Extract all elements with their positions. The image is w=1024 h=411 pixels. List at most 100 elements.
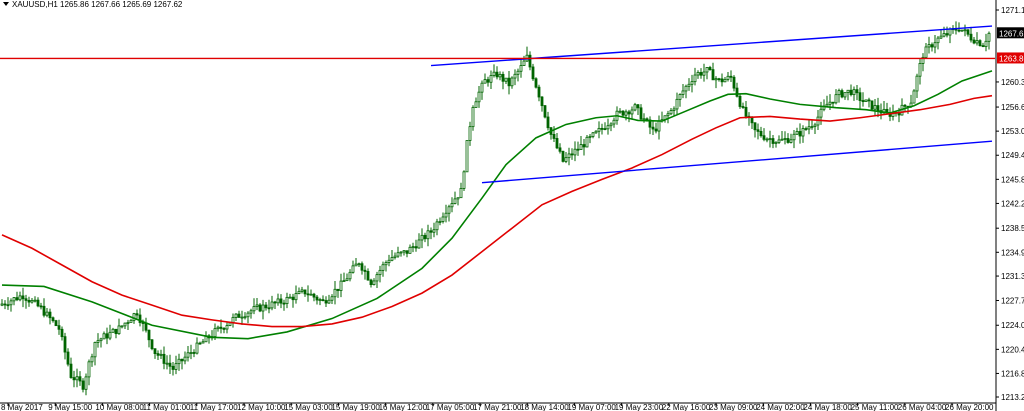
x-tick-label: 24 May 02:00 xyxy=(756,403,805,411)
candle-body xyxy=(627,111,631,115)
candle-body xyxy=(585,136,589,148)
x-tick-label: 11 May 01:00 xyxy=(143,403,191,411)
candle-body xyxy=(105,333,109,339)
candle-body xyxy=(186,352,190,358)
candle-body xyxy=(219,326,223,329)
candle-body xyxy=(156,353,160,356)
candle-body xyxy=(42,305,46,316)
candle-body xyxy=(981,45,985,48)
candle-body xyxy=(288,296,292,299)
candle-body xyxy=(678,94,682,100)
candle-body xyxy=(984,40,988,48)
candle-body xyxy=(276,298,280,304)
x-tick-label: 10 May 08:00 xyxy=(95,403,144,411)
candle-body xyxy=(354,263,358,267)
candle-body xyxy=(222,328,226,330)
candle-body xyxy=(477,91,481,103)
candle-body xyxy=(690,81,694,85)
candle-body xyxy=(348,271,352,280)
candle-body xyxy=(516,70,520,75)
candle-body xyxy=(357,263,361,266)
candle-body xyxy=(489,75,493,83)
candle-body xyxy=(510,77,514,87)
candle-body xyxy=(318,299,322,301)
candle-body xyxy=(369,279,373,286)
y-tick-label: 1224.00 xyxy=(1001,321,1024,330)
candle-body xyxy=(507,77,511,87)
candles-layer xyxy=(0,21,991,396)
candle-body xyxy=(693,74,697,83)
candle-body xyxy=(798,131,802,137)
candle-body xyxy=(945,33,949,36)
candle-body xyxy=(684,85,688,92)
y-tick-label: 1213.28 xyxy=(1001,393,1024,402)
y-tick-label: 1216.80 xyxy=(1001,369,1024,378)
candle-body xyxy=(531,66,535,80)
candle-body xyxy=(117,325,121,335)
candle-body xyxy=(453,198,457,204)
candle-body xyxy=(861,100,865,103)
candle-body xyxy=(948,28,952,36)
candle-body xyxy=(564,157,568,162)
x-tick-label: 26 May 04:00 xyxy=(898,403,947,411)
candle-body xyxy=(57,325,61,330)
candle-body xyxy=(987,32,991,42)
candle-body xyxy=(480,82,484,93)
candle-body xyxy=(315,296,319,301)
candle-body xyxy=(732,76,736,89)
candle-body xyxy=(792,133,796,141)
candle-body xyxy=(963,29,967,32)
candle-body xyxy=(669,110,673,115)
candle-body xyxy=(795,131,799,135)
candle-body xyxy=(135,313,139,316)
candle-body xyxy=(708,67,712,71)
candle-body xyxy=(312,293,316,298)
candle-body xyxy=(321,299,325,301)
x-tick-label: 17 May 05:00 xyxy=(426,403,475,411)
candle-body xyxy=(771,138,775,144)
candle-body xyxy=(591,132,595,137)
candle-body xyxy=(738,95,742,107)
candle-body xyxy=(15,297,19,301)
candle-body xyxy=(540,96,544,107)
candle-body xyxy=(570,153,574,156)
candle-body xyxy=(930,44,934,48)
candle-body xyxy=(75,376,79,381)
candle-body xyxy=(165,362,169,365)
candle-body xyxy=(411,246,415,249)
candle-body xyxy=(129,319,133,323)
candle-body xyxy=(303,289,307,295)
candle-body xyxy=(543,105,547,118)
candle-body xyxy=(390,257,394,261)
candle-body xyxy=(870,100,874,110)
candle-body xyxy=(138,314,142,323)
candle-body xyxy=(147,329,151,341)
candle-body xyxy=(291,296,295,301)
candle-body xyxy=(18,295,22,301)
candle-body xyxy=(744,106,748,117)
moving-averages-layer xyxy=(1,70,993,340)
candle-body xyxy=(435,221,439,231)
candle-body xyxy=(666,113,670,117)
candle-body xyxy=(381,264,385,271)
candle-body xyxy=(69,363,73,378)
y-tick-label: 1238.50 xyxy=(1001,224,1024,233)
candle-body xyxy=(648,119,652,128)
candle-body xyxy=(306,293,310,296)
dropdown-triangle-icon xyxy=(3,2,9,6)
candle-body xyxy=(114,328,118,335)
candle-body xyxy=(621,110,625,116)
candle-body xyxy=(360,263,364,271)
candle-body xyxy=(447,206,451,214)
candle-body xyxy=(6,304,10,307)
candle-body xyxy=(240,316,244,319)
candle-body xyxy=(282,302,286,305)
candle-body xyxy=(54,320,58,327)
candle-body xyxy=(198,342,202,345)
candle-body xyxy=(576,148,580,151)
candle-body xyxy=(522,60,526,66)
candle-body xyxy=(765,138,769,141)
candle-body xyxy=(81,380,85,390)
